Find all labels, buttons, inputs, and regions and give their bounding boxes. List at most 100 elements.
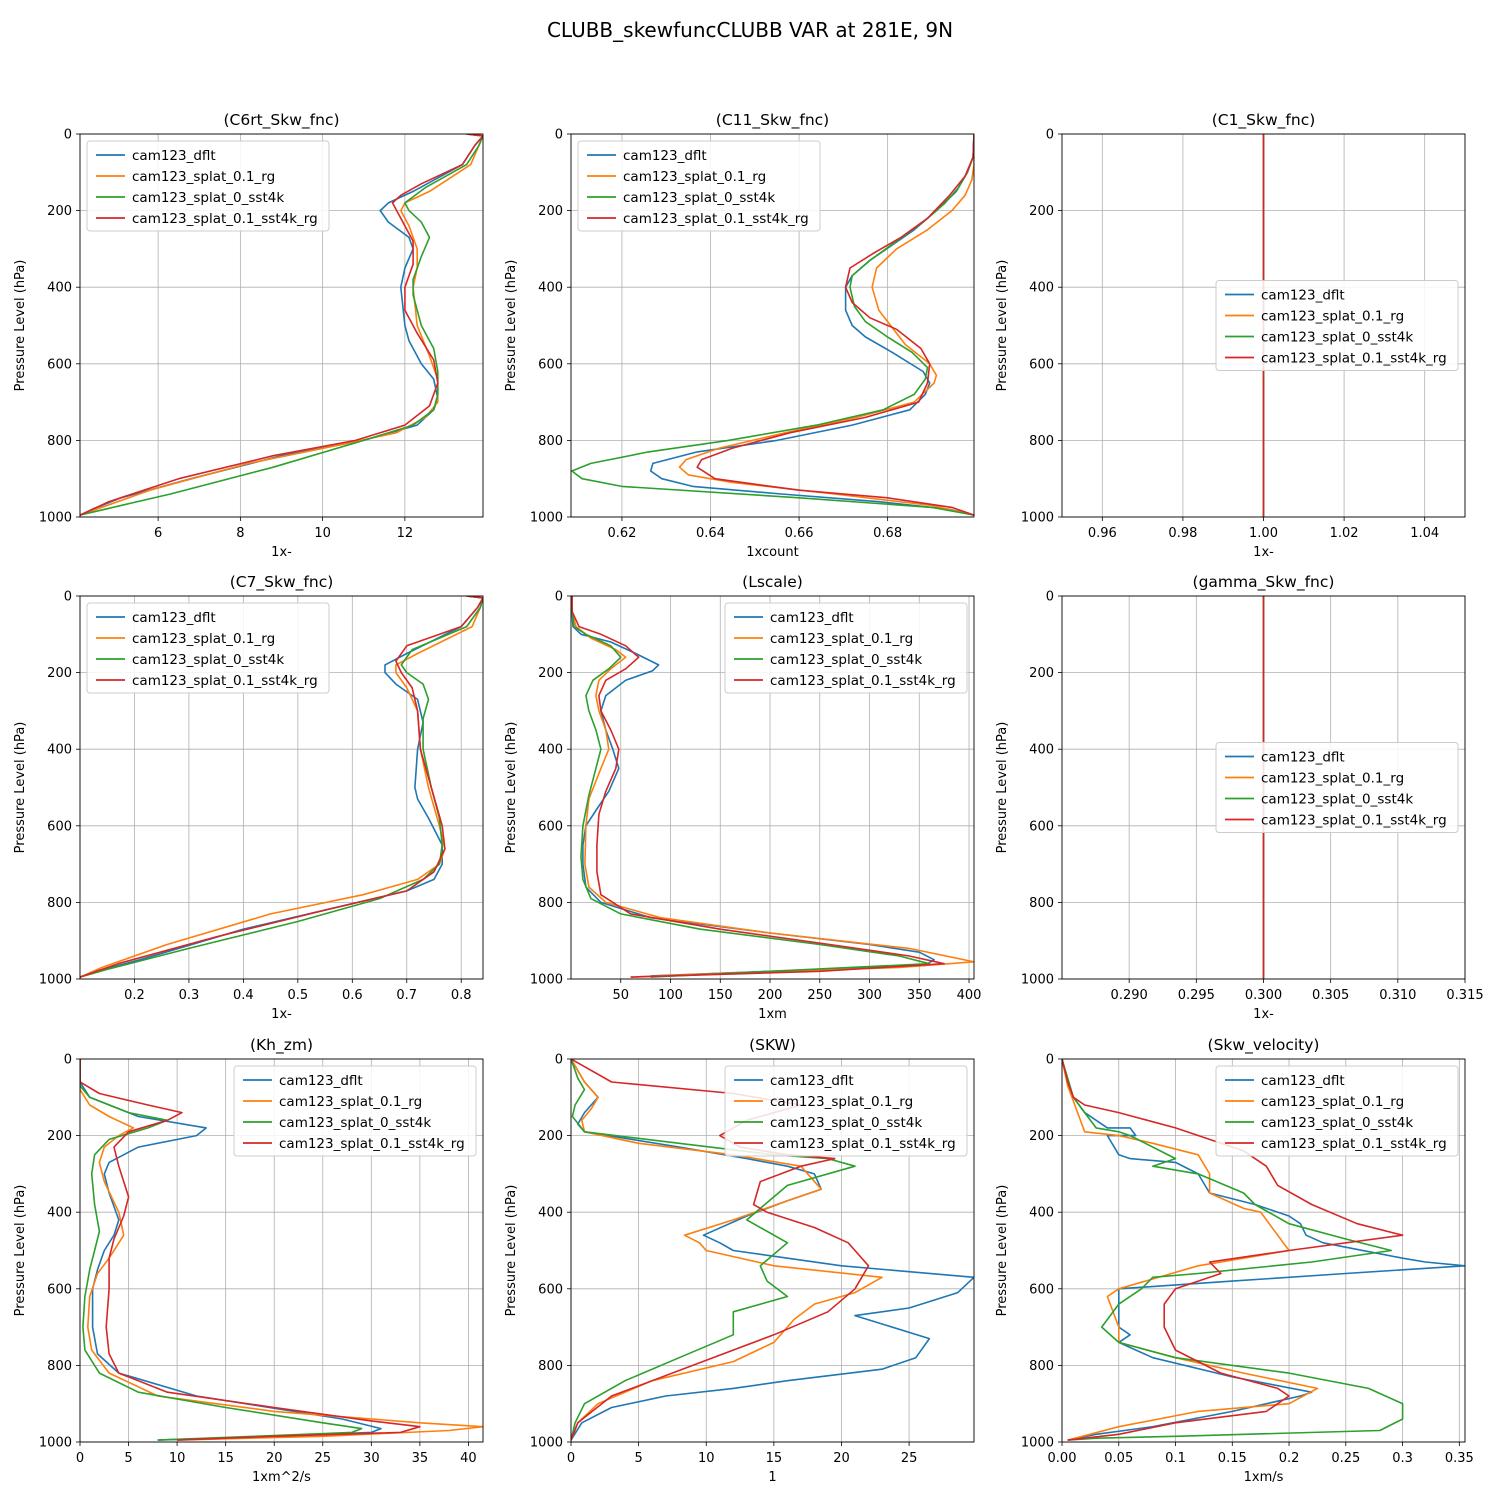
series-group — [80, 134, 483, 516]
x-tick-label: 0.15 — [1218, 1451, 1247, 1466]
x-tick-label: 0.295 — [1178, 988, 1215, 1003]
legend-box — [1215, 1065, 1459, 1157]
x-tick-label: 35 — [412, 1451, 429, 1466]
series-line-cam123_splat_0.1_rg — [571, 596, 974, 978]
legend-label: cam123_splat_0_sst4k — [1261, 1115, 1413, 1131]
legend-label: cam123_dflt — [1261, 1073, 1345, 1089]
subplot-2: 0.62 0.64 0.66 0.68 0 200 400 600 800 1000 (C11_Sk… — [504, 111, 975, 560]
legend-label: cam123_splat_0.1_sst4k_rg — [132, 673, 318, 689]
y-tick-label: 1000 — [1021, 1436, 1054, 1451]
legend-label: cam123_splat_0_sst4k — [279, 1115, 431, 1131]
x-tick-label: 0.96 — [1088, 526, 1117, 541]
y-tick-label: 800 — [538, 1359, 563, 1374]
x-axis-label: 1x- — [271, 545, 292, 560]
figure-title: CLUBB_skewfuncCLUBB VAR at 281E, 9N — [547, 18, 953, 42]
y-tick-label: 600 — [47, 819, 72, 834]
y-tick-label: 200 — [47, 666, 72, 681]
axes-frame — [570, 133, 975, 518]
series-group — [571, 134, 974, 516]
subplot-8: 0 5 10 15 20 25 0 200 400 600 800 1000 (SKW) 1 Pressur… — [504, 1036, 975, 1485]
x-tick-label: 200 — [758, 988, 783, 1003]
axes-frame — [570, 1058, 975, 1443]
x-tick-label: 40 — [460, 1451, 477, 1466]
subplot-title: (Skw_velocity) — [1208, 1036, 1320, 1055]
legend-box — [577, 140, 821, 232]
y-tick-label: 200 — [538, 1129, 563, 1144]
x-tick-label: 1.04 — [1410, 526, 1439, 541]
y-tick-label: 0 — [64, 128, 72, 143]
legend-label: cam123_dflt — [770, 610, 854, 626]
y-tick-label: 800 — [47, 1359, 72, 1374]
x-tick-label: 10 — [314, 526, 331, 541]
series-line-cam123_splat_0.1_rg — [80, 1059, 483, 1441]
x-tick-label: 0.305 — [1312, 988, 1349, 1003]
legend: cam123_dflt cam123_splat_0.1_rg cam123_spl… — [724, 1065, 968, 1157]
x-tick-label: 0.5 — [287, 988, 308, 1003]
x-tick-label: 0.7 — [396, 988, 417, 1003]
y-tick-label: 200 — [47, 1129, 72, 1144]
x-tick-label: 250 — [807, 988, 832, 1003]
legend-label: cam123_splat_0.1_rg — [770, 1094, 913, 1110]
subplot-title: (C7_Skw_fnc) — [230, 573, 334, 592]
series-group — [1062, 1059, 1465, 1441]
series-line-cam123_dflt — [571, 596, 936, 977]
y-tick-label: 1000 — [39, 511, 72, 526]
subplot-title: (gamma_Skw_fnc) — [1193, 573, 1335, 592]
y-tick-label: 200 — [538, 204, 563, 219]
y-tick-label: 600 — [1029, 357, 1054, 372]
axes-frame — [1061, 1058, 1466, 1443]
legend-label: cam123_splat_0_sst4k — [132, 652, 284, 668]
legend-label: cam123_dflt — [132, 610, 216, 626]
y-tick-label: 800 — [1029, 434, 1054, 449]
y-tick-label: 0 — [64, 1053, 72, 1068]
legend-label: cam123_dflt — [770, 1073, 854, 1089]
y-tick-label: 200 — [1029, 1129, 1054, 1144]
x-tick-label: 0.62 — [607, 526, 636, 541]
x-tick-label: 30 — [363, 1451, 380, 1466]
y-tick-label: 800 — [538, 896, 563, 911]
legend-box — [724, 602, 968, 694]
y-tick-label: 1000 — [1021, 973, 1054, 988]
y-tick-label: 400 — [47, 743, 72, 758]
legend-label: cam123_dflt — [132, 148, 216, 164]
x-tick-label: 0.00 — [1048, 1451, 1077, 1466]
x-tick-label: 0.3 — [1392, 1451, 1413, 1466]
series-line-cam123_splat_0.1_sst4k_rg — [696, 134, 974, 516]
subplot-title: (C11_Skw_fnc) — [716, 111, 829, 130]
x-axis-label: 1xcount — [746, 545, 798, 560]
x-tick-label: 20 — [833, 1451, 850, 1466]
y-axis-label: Pressure Level (hPa) — [13, 260, 28, 392]
series-line-cam123_splat_0.1_sst4k_rg — [1062, 1059, 1404, 1441]
subplot-title: (SKW) — [749, 1036, 796, 1054]
x-tick-label: 150 — [708, 988, 733, 1003]
x-tick-label: 5 — [634, 1451, 642, 1466]
axes-frame — [79, 595, 484, 980]
x-tick-label: 15 — [217, 1451, 234, 1466]
legend-box — [86, 602, 330, 694]
y-tick-label: 800 — [538, 434, 563, 449]
legend-box — [233, 1065, 477, 1157]
series-line-cam123_splat_0.1_sst4k_rg — [80, 596, 483, 978]
y-tick-label: 400 — [538, 743, 563, 758]
y-axis-label: Pressure Level (hPa) — [504, 260, 519, 392]
x-tick-label: 350 — [907, 988, 932, 1003]
series-line-cam123_splat_0.1_rg — [571, 1059, 883, 1441]
legend-box — [86, 140, 330, 232]
legend-label: cam123_splat_0.1_rg — [1261, 1094, 1404, 1110]
legend-label: cam123_splat_0_sst4k — [623, 190, 775, 206]
series-line-cam123_splat_0_sst4k — [571, 596, 931, 978]
legend-label: cam123_dflt — [1261, 288, 1345, 304]
y-tick-label: 0 — [555, 128, 563, 143]
subplot-title: (C1_Skw_fnc) — [1212, 111, 1316, 130]
x-tick-label: 5 — [124, 1451, 132, 1466]
legend: cam123_dflt cam123_splat_0.1_rg cam123_spl… — [724, 602, 968, 694]
series-line-cam123_splat_0_sst4k — [1062, 1059, 1404, 1441]
x-axis-label: 1xm^2/s — [252, 1470, 311, 1485]
legend: cam123_dflt cam123_splat_0.1_rg cam123_spl… — [577, 140, 821, 232]
x-tick-label: 0 — [76, 1451, 84, 1466]
y-tick-label: 800 — [1029, 896, 1054, 911]
legend-box — [724, 1065, 968, 1157]
legend-label: cam123_splat_0.1_sst4k_rg — [279, 1136, 465, 1152]
y-tick-label: 200 — [47, 204, 72, 219]
